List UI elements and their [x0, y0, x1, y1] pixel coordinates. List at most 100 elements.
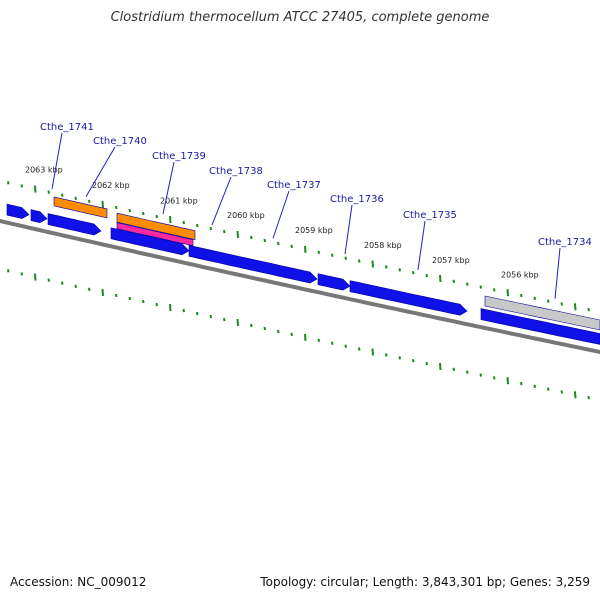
inner-tick [493, 376, 496, 380]
inner-tick [182, 308, 185, 313]
outer-tick [236, 230, 239, 239]
outer-tick [196, 223, 199, 228]
feature-track [6, 196, 600, 345]
inner-tick [115, 293, 118, 298]
inner-tick [88, 287, 91, 292]
outer-tick [142, 211, 145, 216]
label-leader-line [51, 132, 63, 190]
outer-tick [425, 273, 428, 278]
accession-text: Accession: NC_009012 [10, 575, 147, 589]
scale-label: 2060 kbp [227, 211, 265, 220]
inner-tick [209, 314, 212, 319]
label-leader-line [162, 161, 175, 215]
inner-tick [47, 278, 50, 282]
outer-tick [574, 303, 577, 311]
label-leader-line [554, 247, 561, 299]
inner-tick [358, 347, 361, 351]
inner-tick [263, 326, 266, 331]
outer-tick [398, 268, 401, 272]
inner-tick [101, 288, 104, 296]
outer-tick [277, 241, 280, 246]
gene-arrow [47, 213, 102, 236]
inner-tick [574, 391, 577, 399]
inner-tick [452, 367, 455, 371]
gene-arrow [317, 273, 351, 291]
outer-tick [506, 289, 509, 297]
outer-tick [344, 256, 347, 260]
inner-tick [331, 341, 334, 345]
gene-label: Cthe_1734 [538, 237, 592, 248]
inner-tick [250, 323, 253, 328]
outer-tick [101, 200, 104, 208]
label-leader-line [344, 204, 353, 255]
inner-tick [533, 384, 536, 389]
inner-tick [547, 387, 550, 391]
inner-tick [74, 284, 77, 288]
inner-tick [479, 373, 482, 377]
label-leader-line [417, 220, 426, 270]
outer-tick [115, 205, 118, 210]
gene-label: Cthe_1737 [267, 180, 321, 191]
outer-tick [47, 190, 50, 194]
inner-tick [506, 377, 509, 385]
genome-summary: Topology: circular; Length: 3,843,301 bp… [260, 575, 590, 589]
outer-tick [385, 265, 388, 269]
gene-label: Cthe_1740 [93, 136, 147, 147]
orf-bar [53, 196, 108, 219]
inner-tick [520, 381, 523, 386]
scale-labels: 2063 kbp 2062 kbp 2061 kbp 2060 kbp 2059 kbp… [25, 166, 539, 280]
outer-tick [209, 226, 212, 231]
outer-tick [88, 199, 91, 204]
inner-tick [371, 348, 374, 356]
inner-tick [412, 359, 415, 363]
inner-tick [277, 329, 280, 334]
outer-tick [533, 296, 536, 301]
inner-tick [236, 318, 239, 327]
scale-label: 2061 kbp [160, 196, 198, 205]
label-leader-line [211, 176, 232, 226]
scale-label: 2059 kbp [295, 226, 333, 235]
inner-tick [439, 362, 442, 371]
inner-tick [7, 269, 10, 273]
outer-tick [560, 302, 563, 306]
outer-tick [358, 259, 361, 263]
outer-tick [61, 193, 64, 197]
scale-label: 2056 kbp [501, 270, 539, 279]
outer-tick [520, 293, 523, 298]
outer-tick [493, 288, 496, 292]
inner-tick [20, 272, 23, 276]
inner-tick [196, 311, 199, 316]
gene-arrow [110, 227, 190, 256]
inner-tick [223, 317, 226, 322]
label-leader-line [85, 146, 116, 197]
inner-tick [304, 333, 307, 341]
outer-tick [263, 238, 266, 243]
outer-tick [547, 299, 550, 303]
orf-bar [116, 212, 196, 240]
inner-tick [142, 299, 145, 304]
outer-tick [304, 245, 307, 253]
outer-tick [331, 253, 334, 257]
outer-tick [223, 229, 226, 234]
outer-tick [371, 260, 374, 268]
outer-tick [439, 274, 442, 283]
gene-label: Cthe_1739 [152, 151, 206, 162]
outer-tick [466, 282, 469, 286]
inner-tick [61, 281, 64, 285]
outer-tick [479, 285, 482, 289]
gene-arrow [188, 244, 318, 284]
gene-arrow [480, 308, 600, 345]
outer-tick [452, 279, 455, 283]
outer-tick [182, 220, 185, 225]
outer-tick [317, 250, 320, 254]
gene-arrow [30, 209, 48, 224]
outer-tick [587, 307, 590, 312]
map-title: Clostridium thermocellum ATCC 27405, com… [110, 10, 490, 25]
inner-tick [317, 338, 320, 342]
inner-tick [34, 273, 37, 281]
gene-label: Cthe_1736 [330, 194, 384, 205]
outer-tick [169, 216, 172, 224]
inner-tick [344, 344, 347, 348]
